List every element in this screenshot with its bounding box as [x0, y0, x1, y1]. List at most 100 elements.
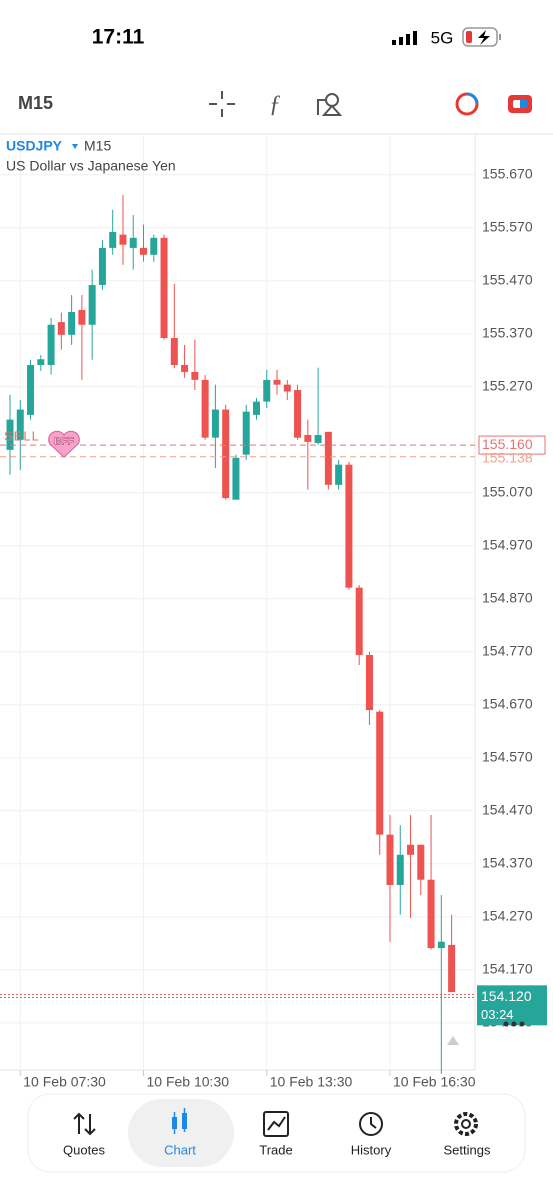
candle-body — [98, 247, 106, 286]
y-tick-label: 154.670 — [482, 696, 533, 712]
price-label: 155.138 — [482, 449, 533, 465]
chart-timeframe: M15 — [84, 138, 111, 154]
y-tick-label: 155.070 — [482, 483, 533, 499]
nav-label[interactable]: History — [351, 1142, 392, 1157]
timeframe-button[interactable]: M15 — [18, 93, 53, 113]
x-tick-label: 10 Feb 10:30 — [147, 1074, 230, 1090]
candle-body — [170, 338, 178, 366]
candle-body — [417, 844, 425, 880]
y-tick-label: 155.670 — [482, 165, 533, 181]
bid-label-box — [477, 985, 547, 1026]
candle-body — [160, 237, 168, 339]
x-tick-label: 10 Feb 13:30 — [270, 1074, 353, 1090]
candle-body — [181, 365, 189, 372]
candle-body — [222, 409, 230, 499]
symbol-dropdown[interactable] — [72, 144, 78, 149]
chart-icon — [172, 1108, 187, 1134]
candle-body — [242, 411, 250, 455]
candle-body — [324, 431, 332, 485]
y-tick-label: 154.170 — [482, 961, 533, 977]
candle-body — [365, 654, 373, 711]
candle-body — [407, 844, 415, 855]
clock: 17:11 — [92, 26, 145, 49]
y-tick-label: 154.370 — [482, 855, 533, 871]
x-tick-label: 10 Feb 16:30 — [393, 1074, 476, 1090]
y-tick-label: 154.870 — [482, 589, 533, 605]
y-tick-label: 154.770 — [482, 642, 533, 658]
grid: 155.670 155.570 155.470 155.370 155.270 155.0… — [0, 135, 533, 1090]
nav-label[interactable]: Trade — [259, 1142, 292, 1157]
order-label: SELL — [4, 429, 40, 444]
objects-button[interactable] — [317, 93, 343, 116]
crosshair-button[interactable] — [209, 91, 235, 117]
candle-body — [201, 379, 209, 438]
nav-labels: Quotes Chart Trade History Settings — [63, 1142, 491, 1157]
candle-body — [345, 464, 353, 588]
badge-heart — [48, 430, 80, 458]
candle-body — [150, 237, 158, 255]
battery — [462, 27, 501, 47]
nav-label[interactable]: Settings — [444, 1142, 491, 1157]
quotes-icon — [73, 1112, 96, 1136]
candle-body — [88, 285, 96, 325]
candle-body — [232, 457, 240, 500]
candle-body — [294, 389, 302, 438]
candle-body — [437, 941, 445, 949]
x-tick-label: 10 Feb 07:30 — [23, 1074, 106, 1090]
candle-body — [6, 419, 14, 450]
candle-body — [396, 854, 404, 886]
candle-body — [427, 879, 435, 949]
candle-body — [304, 435, 312, 442]
symbol[interactable]: USDJPY — [6, 138, 63, 154]
candle-body — [16, 409, 24, 440]
settings-icon — [454, 1112, 478, 1136]
candle-body — [252, 401, 260, 415]
candle-body — [211, 409, 219, 438]
candle-body — [27, 365, 35, 415]
signal — [392, 31, 417, 45]
more-button[interactable] — [503, 1021, 525, 1027]
candle-body — [355, 587, 363, 655]
candle-body — [376, 711, 384, 835]
trade-signal-button[interactable] — [455, 92, 479, 116]
candle-body — [386, 834, 394, 886]
candle-body — [191, 371, 199, 380]
y-tick-label: 155.570 — [482, 218, 533, 234]
order-badge: BFF — [54, 437, 73, 448]
y-tick-label: 155.370 — [482, 324, 533, 340]
symbol-description: US Dollar vs Japanese Yen — [6, 158, 176, 174]
nav-bar — [27, 1093, 526, 1173]
indicators-button[interactable]: ƒ — [269, 92, 281, 118]
candle-body — [47, 324, 55, 366]
candle-body — [119, 234, 127, 245]
y-tick-label: 154.470 — [482, 802, 533, 818]
history-icon — [359, 1112, 383, 1136]
network: 5G — [431, 28, 454, 47]
candle-body — [109, 231, 117, 248]
one-click-button[interactable] — [508, 95, 532, 113]
price-label-box — [478, 435, 546, 455]
candle-body — [283, 384, 291, 392]
candle-body — [57, 322, 65, 335]
candle-body — [37, 359, 45, 366]
y-tick-label: 154.570 — [482, 749, 533, 765]
candle-body — [335, 464, 343, 485]
y-tick-label: 154.270 — [482, 908, 533, 924]
scroll-marker — [447, 1036, 459, 1045]
bid-label: 154.120 — [481, 988, 532, 1004]
nav-active-bg — [128, 1099, 234, 1167]
candle-body — [78, 309, 86, 325]
nav-label[interactable]: Chart — [164, 1142, 196, 1157]
y-tick-label: 155.270 — [482, 377, 533, 393]
candle-body — [448, 944, 456, 993]
nav-label[interactable]: Quotes — [63, 1142, 105, 1157]
bar-timer: 03:24 — [481, 1007, 514, 1022]
candle-body — [68, 312, 76, 335]
candle-body — [273, 379, 281, 385]
candle-body — [314, 435, 322, 443]
price-label: 155.160 — [482, 436, 533, 452]
y-tick-label: 155.470 — [482, 271, 533, 287]
